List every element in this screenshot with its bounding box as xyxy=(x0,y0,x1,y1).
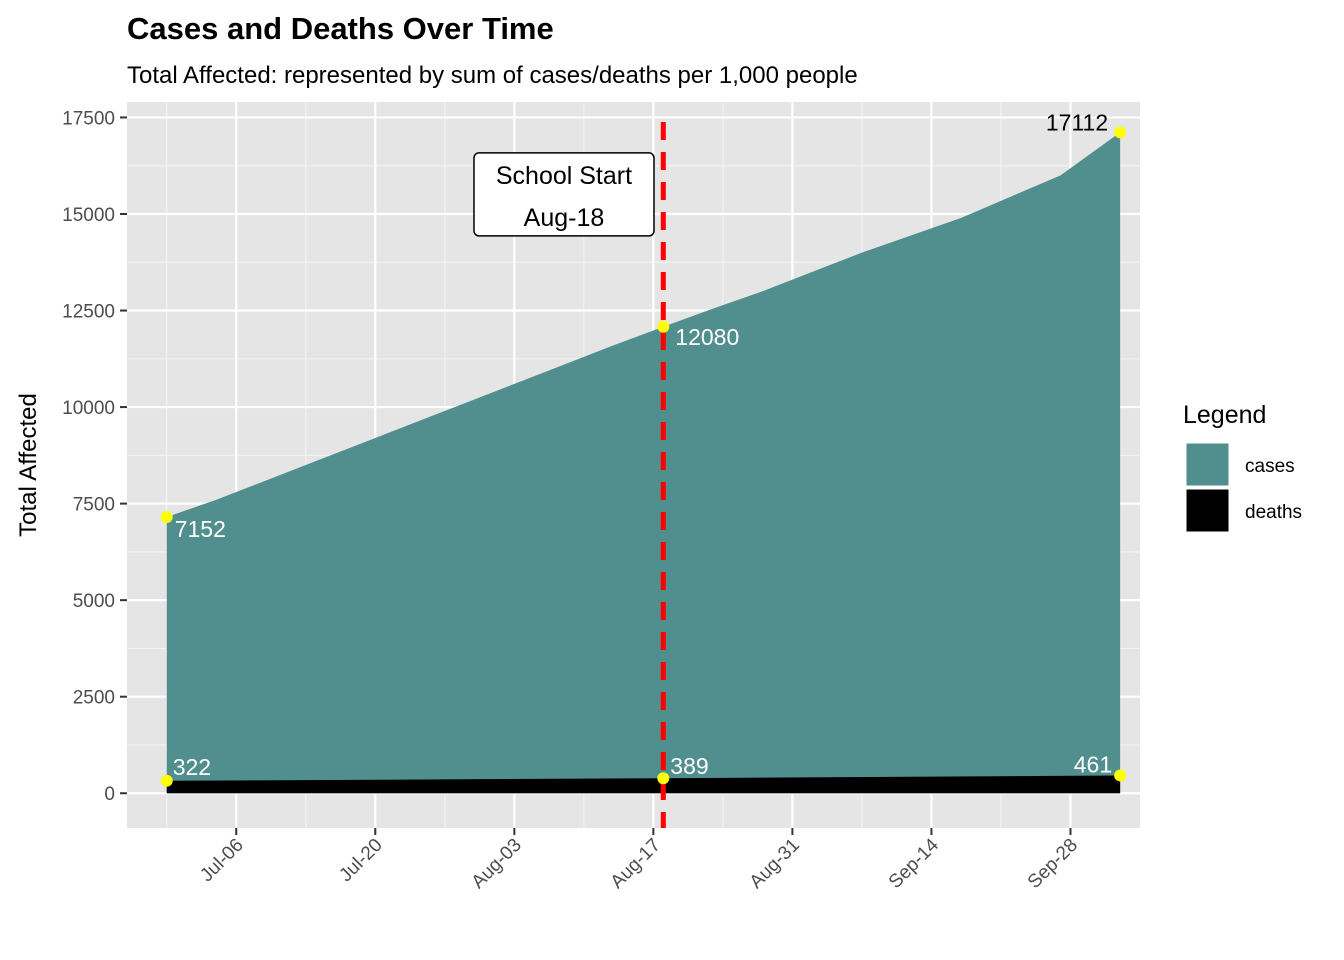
points xyxy=(160,126,1127,787)
y-tick-label: 0 xyxy=(104,784,115,805)
chart-subtitle: Total Affected: represented by sum of ca… xyxy=(127,62,858,89)
areas xyxy=(166,132,1121,794)
point-7152 xyxy=(160,511,173,524)
y-axis-title: Total Affected xyxy=(15,393,42,537)
point-322 xyxy=(160,774,173,787)
point-12080 xyxy=(657,320,670,333)
point-461 xyxy=(1114,769,1127,782)
data-label-322: 322 xyxy=(173,754,211,780)
x-tick-label: Jul-06 xyxy=(196,835,247,886)
point-389 xyxy=(657,772,670,785)
y-tick-label: 17500 xyxy=(62,108,115,129)
annotation: School Start Aug-18 xyxy=(473,152,655,237)
data-label-17112: 17112 xyxy=(1046,109,1108,135)
area-cases xyxy=(166,132,1121,794)
x-tick-label: Aug-17 xyxy=(607,835,665,893)
legend: Legend cases deaths xyxy=(1183,401,1302,533)
annotation-box xyxy=(473,152,655,237)
chart-title: Cases and Deaths Over Time xyxy=(127,11,554,46)
legend-swatch-deaths xyxy=(1185,488,1230,533)
y-tick-label: 2500 xyxy=(73,688,115,709)
y-tick-label: 15000 xyxy=(62,205,115,226)
y-tick-label: 12500 xyxy=(62,302,115,323)
x-tick-label: Sep-28 xyxy=(1024,835,1082,893)
data-label-389: 389 xyxy=(670,753,708,779)
legend-label-cases: cases xyxy=(1245,456,1295,477)
data-label-7152: 7152 xyxy=(175,516,226,542)
data-labels: 7152 12080 17112 322 389 461 xyxy=(173,109,1112,779)
x-tick-label: Aug-03 xyxy=(468,835,526,893)
y-tick-label: 5000 xyxy=(73,591,115,612)
x-axis: Jul-06 Jul-20 Aug-03 Aug-17 Aug-31 Sep-14 Sep-… xyxy=(196,828,1082,893)
point-17112 xyxy=(1114,126,1127,139)
y-tick-label: 10000 xyxy=(62,398,115,419)
x-tick-label: Aug-31 xyxy=(746,835,804,893)
x-tick-label: Jul-20 xyxy=(335,835,386,886)
area-deaths xyxy=(166,775,1121,794)
y-axis: 0 2500 5000 7500 10000 12500 15000 17500 xyxy=(62,108,127,805)
legend-title: Legend xyxy=(1183,401,1266,429)
data-label-12080: 12080 xyxy=(675,324,739,350)
data-label-461: 461 xyxy=(1074,751,1112,777)
y-tick-label: 7500 xyxy=(73,495,115,516)
x-tick-label: Sep-14 xyxy=(885,834,943,892)
annotation-line-2: Aug-18 xyxy=(524,204,605,232)
legend-swatch-cases xyxy=(1185,442,1230,487)
annotation-line-1: School Start xyxy=(496,162,632,190)
legend-label-deaths: deaths xyxy=(1245,502,1302,523)
